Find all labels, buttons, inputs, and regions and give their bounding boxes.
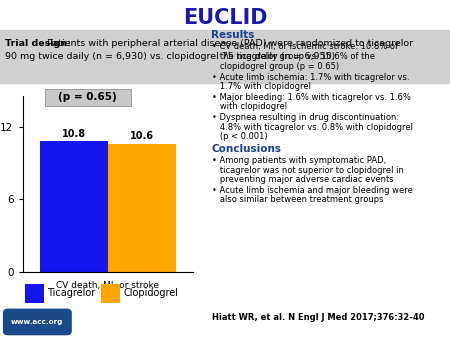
Text: also similar between treatment groups: also similar between treatment groups (212, 195, 383, 204)
Text: (p = 0.65): (p = 0.65) (58, 92, 117, 102)
Text: preventing major adverse cardiac events: preventing major adverse cardiac events (212, 175, 393, 184)
Text: www.acc.org: www.acc.org (11, 319, 63, 325)
Text: Conclusions: Conclusions (212, 144, 282, 154)
Text: • Acute limb ischemia and major bleeding were: • Acute limb ischemia and major bleeding… (212, 186, 412, 195)
Text: Results: Results (212, 30, 255, 41)
Text: • Acute limb ischemia: 1.7% with ticagrelor vs.: • Acute limb ischemia: 1.7% with ticagre… (212, 73, 409, 82)
Text: • Major bleeding: 1.6% with ticagrelor vs. 1.6%: • Major bleeding: 1.6% with ticagrelor v… (212, 93, 410, 102)
Bar (108, 144, 176, 272)
Text: (p < 0.001): (p < 0.001) (212, 132, 267, 141)
Bar (40, 141, 108, 272)
Text: 1.7% with clopidogrel: 1.7% with clopidogrel (212, 82, 310, 91)
Text: clopidogrel group (p = 0.65): clopidogrel group (p = 0.65) (212, 62, 338, 71)
Text: EUCLID: EUCLID (183, 8, 267, 28)
Text: Ticagrelor: Ticagrelor (47, 288, 95, 298)
Text: ticagrelor was not superior to clopidogrel in: ticagrelor was not superior to clopidogr… (212, 166, 403, 175)
Text: 4.8% with ticagrelor vs. 0.8% with clopidogrel: 4.8% with ticagrelor vs. 0.8% with clopi… (212, 123, 413, 132)
Text: the ticagrelor group vs. 10.6% of the: the ticagrelor group vs. 10.6% of the (212, 52, 374, 62)
Text: with clopidogrel: with clopidogrel (212, 102, 287, 112)
Text: • CV death, MI, or ischemic stroke: 10.8% of: • CV death, MI, or ischemic stroke: 10.8… (212, 42, 397, 51)
Text: Clopidogrel: Clopidogrel (124, 288, 179, 298)
Text: Patients with peripheral arterial disease (PAD) were randomized to ticagrelor: Patients with peripheral arterial diseas… (44, 39, 413, 48)
Text: Trial design:: Trial design: (5, 39, 71, 48)
Text: 10.6: 10.6 (130, 131, 154, 141)
Text: • Dyspnea resulting in drug discontinuation:: • Dyspnea resulting in drug discontinuat… (212, 113, 399, 122)
Text: • Among patients with symptomatic PAD,: • Among patients with symptomatic PAD, (212, 156, 386, 165)
Text: 10.8: 10.8 (62, 129, 86, 139)
Text: 90 mg twice daily (n = 6,930) vs. clopidogrel 75 mg daily (n = 6,955).: 90 mg twice daily (n = 6,930) vs. clopid… (5, 52, 339, 62)
Text: Hiatt WR, et al. N Engl J Med 2017;376:32-40: Hiatt WR, et al. N Engl J Med 2017;376:3… (212, 313, 424, 322)
